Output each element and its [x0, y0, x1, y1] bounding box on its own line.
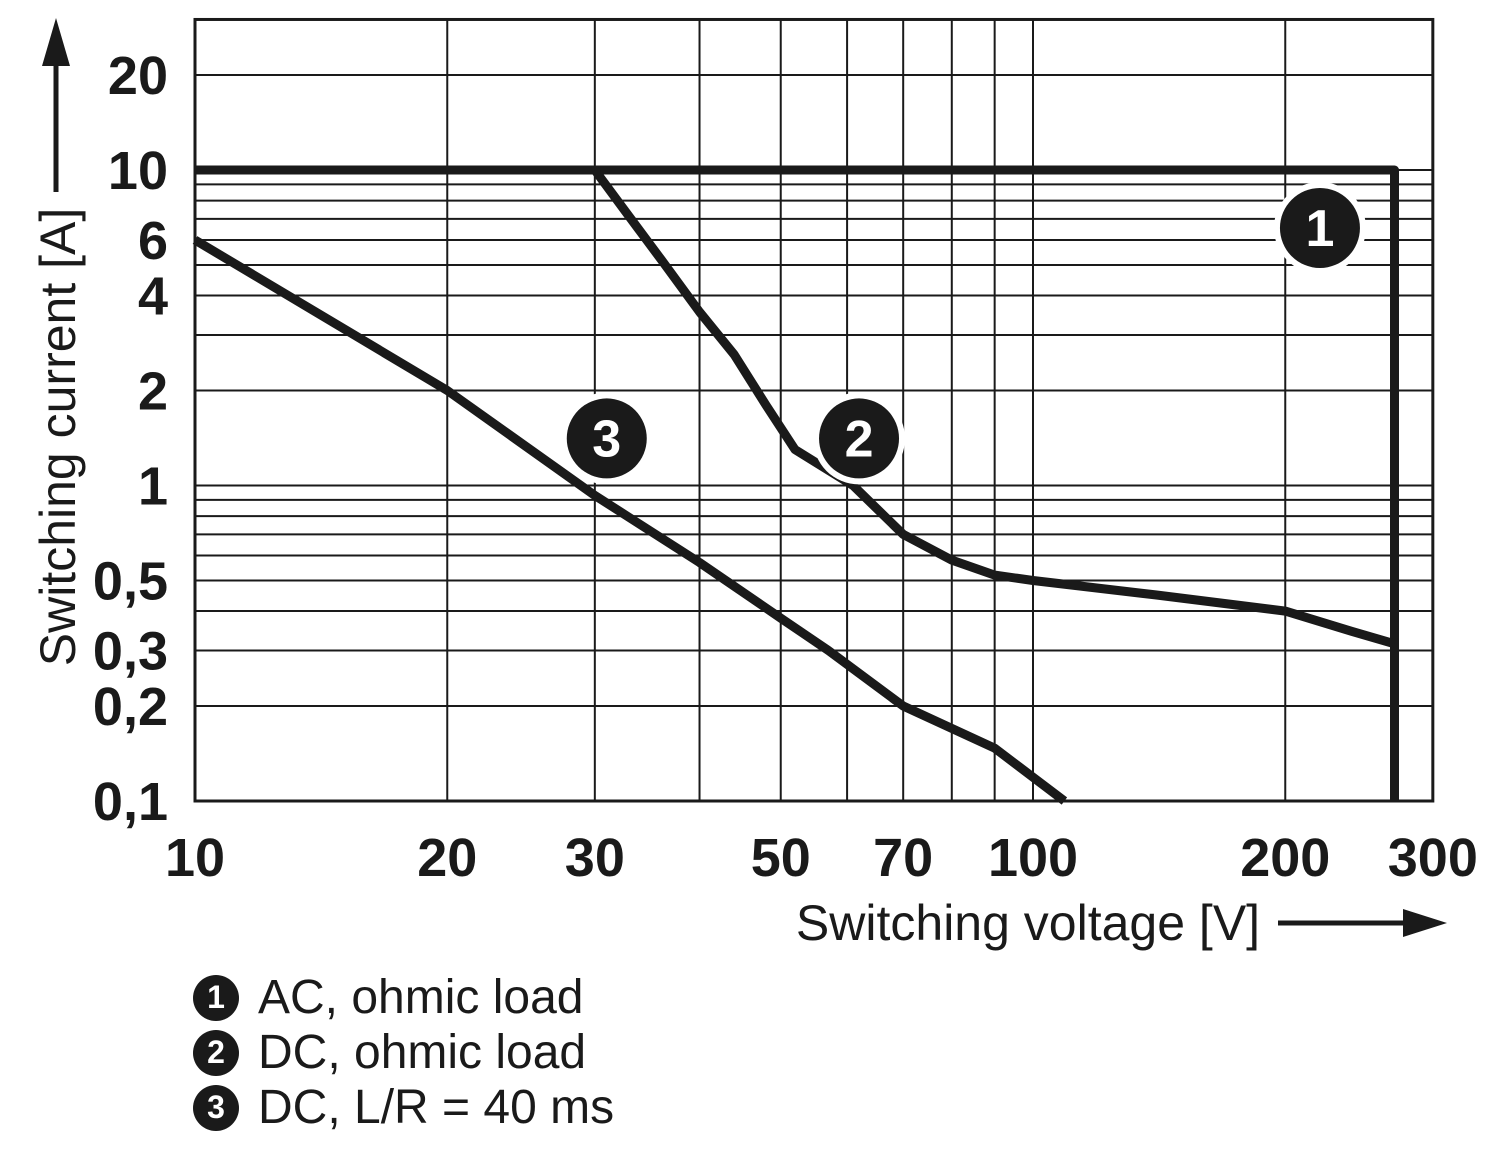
x-tick-label: 300 — [1388, 828, 1478, 888]
series-2-curve — [591, 167, 1396, 649]
legend-item-ac-ohmic-load: 1 AC, ohmic load — [193, 970, 614, 1025]
x-tick-label: 200 — [1240, 828, 1330, 888]
plot-frame — [193, 17, 1435, 803]
marker-circle — [1279, 187, 1360, 268]
x-tick-label: 30 — [565, 828, 625, 888]
curve-marker-1: 1 — [1273, 181, 1366, 274]
x-tick-label: 10 — [165, 828, 225, 888]
legend-badge-1-icon: 1 — [193, 974, 239, 1021]
legend-item-dc-ohmic-load: 2 DC, ohmic load — [193, 1025, 614, 1080]
tick-labels: 10 20 30 50 70 100 200 300 20 10 64 2 1 0,5 0,30,2 0,1 — [93, 46, 1478, 888]
x-tick-label: 100 — [988, 828, 1078, 888]
x-axis-title: Switching voltage [V] — [795, 895, 1261, 951]
marker-circle — [819, 398, 900, 479]
y-tick-label: 20 — [108, 46, 168, 106]
marker-number: 1 — [1305, 200, 1334, 258]
legend-badge-2-icon: 2 — [193, 1029, 239, 1076]
x-axis-arrow-icon — [1278, 909, 1447, 937]
marker-number: 2 — [845, 410, 874, 468]
y-tick-label: 4 — [138, 267, 168, 327]
x-tick-label: 20 — [417, 828, 477, 888]
legend-label: DC, L/R = 40 ms — [258, 1081, 615, 1134]
y-tick-label: 1 — [138, 457, 168, 517]
y-tick-label: 10 — [108, 141, 168, 201]
y-axis-title: Switching current [A] — [30, 207, 86, 667]
y-tick-label: 0,1 — [93, 772, 168, 832]
gridlines — [195, 19, 1433, 801]
y-tick-label: 2 — [138, 362, 168, 422]
marker-number: 3 — [592, 410, 621, 468]
legend: 1 AC, ohmic load 2 DC, ohmic load 3 DC, … — [193, 970, 614, 1135]
y-tick-label: 0,5 — [93, 551, 168, 611]
x-arrow-head — [1403, 909, 1447, 937]
y-arrow-head — [42, 18, 70, 66]
curve-marker-3: 3 — [560, 392, 653, 485]
curve-marker-2: 2 — [813, 392, 906, 485]
y-tick-label: 0,3 — [93, 621, 168, 681]
marker-circle — [566, 398, 647, 479]
y-tick-label: 6 — [138, 211, 168, 271]
legend-label: DC, ohmic load — [258, 1026, 587, 1079]
legend-item-dc-lr-40ms: 3 DC, L/R = 40 ms — [193, 1080, 614, 1135]
y-tick-label: 0,2 — [93, 677, 168, 737]
legend-badge-3-icon: 3 — [193, 1084, 239, 1131]
x-tick-label: 50 — [751, 828, 811, 888]
legend-label: AC, ohmic load — [258, 971, 584, 1024]
x-tick-label: 70 — [873, 828, 933, 888]
series-3-curve — [192, 236, 1068, 805]
y-axis-arrow-icon — [42, 18, 70, 192]
